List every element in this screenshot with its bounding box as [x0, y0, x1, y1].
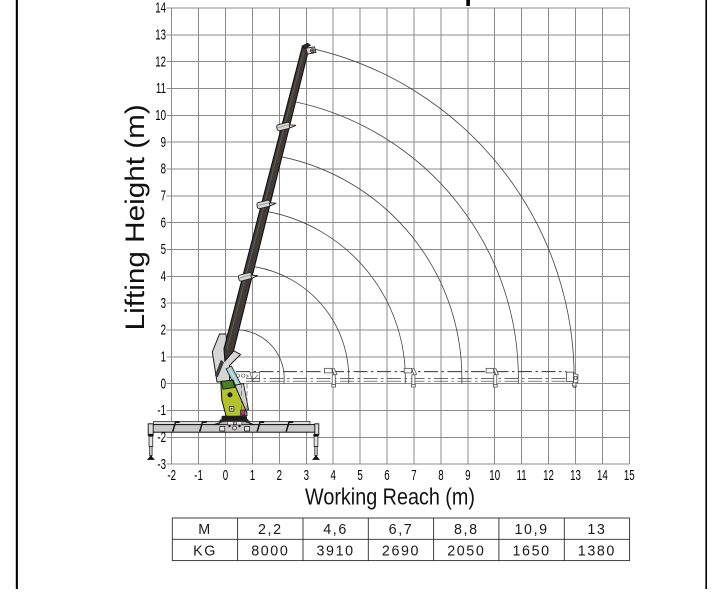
svg-text:8: 8 — [161, 161, 167, 177]
svg-text:4: 4 — [161, 268, 167, 284]
svg-text:2690: 2690 — [382, 543, 420, 559]
svg-text:-2: -2 — [157, 429, 166, 445]
svg-text:8,8: 8,8 — [454, 522, 479, 538]
svg-text:-1: -1 — [157, 402, 166, 418]
svg-text:13: 13 — [570, 467, 581, 483]
svg-text:M: M — [198, 522, 212, 538]
svg-text:7: 7 — [161, 188, 167, 204]
svg-text:6,7: 6,7 — [389, 522, 414, 538]
svg-text:8: 8 — [438, 467, 444, 483]
svg-text:3: 3 — [304, 467, 310, 483]
svg-text:1650: 1650 — [512, 543, 550, 559]
svg-text:9: 9 — [161, 134, 167, 150]
svg-text:12: 12 — [155, 53, 166, 69]
svg-text:0: 0 — [223, 467, 229, 483]
svg-text:-3: -3 — [157, 456, 166, 472]
svg-text:6: 6 — [384, 467, 390, 483]
svg-text:6: 6 — [161, 215, 167, 231]
svg-text:5: 5 — [161, 241, 167, 257]
svg-text:10,9: 10,9 — [514, 522, 548, 538]
svg-text:Working Reach (m): Working Reach (m) — [305, 484, 475, 510]
svg-text:1380: 1380 — [578, 543, 616, 559]
svg-text:-1: -1 — [194, 467, 203, 483]
svg-text:11: 11 — [156, 80, 166, 96]
svg-text:10: 10 — [489, 467, 500, 483]
svg-text:KG: KG — [193, 543, 217, 559]
svg-text:14: 14 — [155, 0, 166, 16]
svg-text:7: 7 — [411, 467, 417, 483]
svg-text:3910: 3910 — [316, 543, 354, 559]
svg-text:Lifting Height (m): Lifting Height (m) — [120, 104, 150, 330]
svg-text:4: 4 — [330, 467, 336, 483]
svg-text:5: 5 — [357, 467, 363, 483]
svg-text:13: 13 — [587, 522, 606, 538]
svg-text:2: 2 — [161, 322, 167, 338]
svg-text:12: 12 — [543, 467, 554, 483]
svg-text:2,2: 2,2 — [258, 522, 283, 538]
svg-text:10: 10 — [155, 107, 166, 123]
svg-text:-2: -2 — [167, 467, 176, 483]
svg-text:8000: 8000 — [251, 543, 289, 559]
svg-text:14: 14 — [597, 467, 608, 483]
svg-text:1: 1 — [250, 467, 256, 483]
svg-text:9: 9 — [465, 467, 471, 483]
svg-text:4,6: 4,6 — [323, 522, 348, 538]
svg-text:1: 1 — [161, 349, 167, 365]
svg-text:3: 3 — [161, 295, 167, 311]
svg-text:2050: 2050 — [447, 543, 485, 559]
svg-text:2: 2 — [277, 467, 283, 483]
svg-text:11: 11 — [517, 467, 527, 483]
svg-text:0: 0 — [161, 376, 167, 392]
svg-text:13: 13 — [155, 27, 166, 43]
svg-text:15: 15 — [624, 467, 635, 483]
